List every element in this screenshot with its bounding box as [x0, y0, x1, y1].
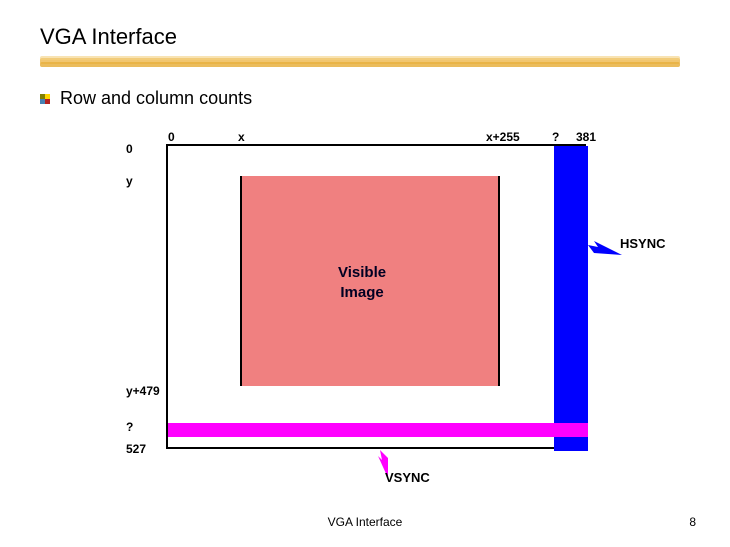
y-tick-label: ? [126, 420, 133, 434]
x-tick-label: x+255 [486, 130, 520, 144]
x-tick-label: x [238, 130, 245, 144]
x-tick-label: 381 [576, 130, 596, 144]
footer-title: VGA Interface [0, 515, 730, 529]
vsync-region [168, 423, 588, 437]
y-tick-label: 0 [126, 142, 133, 156]
vga-timing-diagram: 0 x x+255? 381 0 y y+479? 527 VisibleImage HSY… [110, 130, 670, 490]
hsync-arrow [588, 235, 622, 259]
bullet-label: Row and column counts [60, 88, 252, 109]
bullet-icon [40, 94, 50, 104]
plot-area: VisibleImage [166, 144, 586, 449]
x-tick-label: ? [552, 130, 559, 144]
y-tick-label: y+479 [126, 384, 160, 398]
page-title: VGA Interface [40, 24, 177, 50]
title-underline [40, 56, 680, 72]
hsync-region [554, 146, 588, 451]
visible-image-label: VisibleImage [338, 263, 386, 302]
page-number: 8 [689, 515, 696, 529]
y-tick-label: 527 [126, 442, 146, 456]
vsync-label: VSYNC [385, 470, 430, 485]
bullet-item: Row and column counts [40, 88, 252, 109]
y-tick-label: y [126, 174, 133, 188]
x-tick-label: 0 [168, 130, 175, 144]
hsync-label: HSYNC [620, 236, 666, 251]
